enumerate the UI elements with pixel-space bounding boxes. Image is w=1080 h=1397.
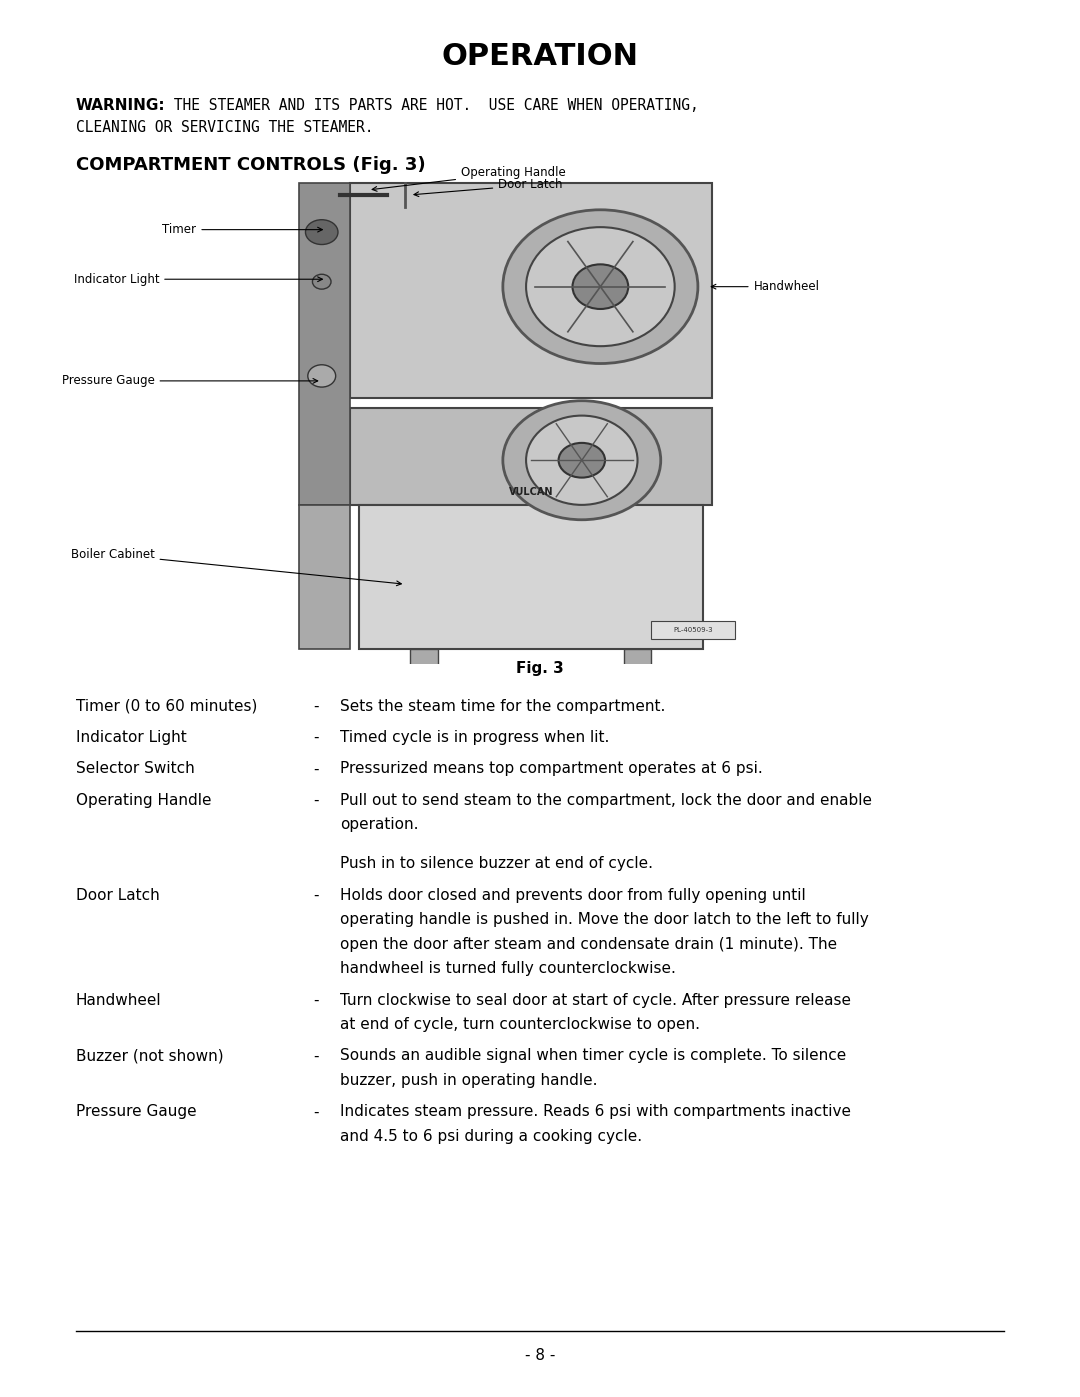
Text: PL-40509-3: PL-40509-3 <box>674 627 713 633</box>
Ellipse shape <box>526 416 637 504</box>
Text: -: - <box>313 793 319 807</box>
Text: OPERATION: OPERATION <box>442 42 638 71</box>
Ellipse shape <box>572 264 629 309</box>
Text: operation.: operation. <box>340 817 419 833</box>
Text: Pull out to send steam to the compartment, lock the door and enable: Pull out to send steam to the compartmen… <box>340 793 873 807</box>
Text: VULCAN: VULCAN <box>509 488 553 497</box>
Text: Door Latch: Door Latch <box>414 179 563 197</box>
Text: Operating Handle: Operating Handle <box>76 793 211 807</box>
Text: Timer (0 to 60 minutes): Timer (0 to 60 minutes) <box>76 698 257 714</box>
Text: and 4.5 to 6 psi during a cooking cycle.: and 4.5 to 6 psi during a cooking cycle. <box>340 1129 643 1144</box>
Text: open the door after steam and condensate drain (1 minute). The: open the door after steam and condensate… <box>340 937 837 951</box>
Text: Handwheel: Handwheel <box>76 993 161 1007</box>
Text: Timed cycle is in progress when lit.: Timed cycle is in progress when lit. <box>340 729 609 745</box>
Ellipse shape <box>312 274 332 289</box>
Bar <box>410 648 437 679</box>
Bar <box>359 504 702 648</box>
Text: -: - <box>313 1105 319 1119</box>
Text: Holds door closed and prevents door from fully opening until: Holds door closed and prevents door from… <box>340 888 806 902</box>
Text: -: - <box>313 993 319 1007</box>
Text: -: - <box>313 888 319 902</box>
Text: Sets the steam time for the compartment.: Sets the steam time for the compartment. <box>340 698 665 714</box>
Text: at end of cycle, turn counterclockwise to open.: at end of cycle, turn counterclockwise t… <box>340 1017 700 1032</box>
Bar <box>623 648 651 679</box>
Text: Handwheel: Handwheel <box>712 281 820 293</box>
Bar <box>350 408 712 504</box>
Text: operating handle is pushed in. Move the door latch to the left to fully: operating handle is pushed in. Move the … <box>340 912 869 928</box>
Text: Indicates steam pressure. Reads 6 psi with compartments inactive: Indicates steam pressure. Reads 6 psi wi… <box>340 1105 851 1119</box>
Text: Indicator Light: Indicator Light <box>73 272 322 286</box>
Text: Pressurized means top compartment operates at 6 psi.: Pressurized means top compartment operat… <box>340 761 762 777</box>
Text: Timer: Timer <box>162 224 322 236</box>
Text: Operating Handle: Operating Handle <box>373 166 566 191</box>
Text: Pressure Gauge: Pressure Gauge <box>76 1105 197 1119</box>
Bar <box>298 183 350 504</box>
Text: -: - <box>313 729 319 745</box>
Text: buzzer, push in operating handle.: buzzer, push in operating handle. <box>340 1073 597 1088</box>
Text: Push in to silence buzzer at end of cycle.: Push in to silence buzzer at end of cycl… <box>340 856 653 872</box>
Ellipse shape <box>526 228 675 346</box>
Text: -: - <box>313 698 319 714</box>
Text: Indicator Light: Indicator Light <box>76 729 187 745</box>
Text: Buzzer (not shown): Buzzer (not shown) <box>76 1049 224 1063</box>
Text: Turn clockwise to seal door at start of cycle. After pressure release: Turn clockwise to seal door at start of … <box>340 993 851 1007</box>
Text: COMPARTMENT CONTROLS (Fig. 3): COMPARTMENT CONTROLS (Fig. 3) <box>76 156 426 175</box>
Bar <box>651 622 735 638</box>
Text: WARNING:: WARNING: <box>76 98 165 113</box>
Text: Selector Switch: Selector Switch <box>76 761 194 777</box>
Text: -: - <box>313 1049 319 1063</box>
Text: - 8 -: - 8 - <box>525 1348 555 1363</box>
Ellipse shape <box>308 365 336 387</box>
Text: CLEANING OR SERVICING THE STEAMER.: CLEANING OR SERVICING THE STEAMER. <box>76 120 373 136</box>
Bar <box>350 183 712 398</box>
Ellipse shape <box>306 219 338 244</box>
Ellipse shape <box>503 210 698 363</box>
Ellipse shape <box>503 401 661 520</box>
Text: -: - <box>313 761 319 777</box>
Text: THE STEAMER AND ITS PARTS ARE HOT.  USE CARE WHEN OPERATING,: THE STEAMER AND ITS PARTS ARE HOT. USE C… <box>165 98 699 113</box>
Text: handwheel is turned fully counterclockwise.: handwheel is turned fully counterclockwi… <box>340 961 676 977</box>
Bar <box>298 504 350 648</box>
Ellipse shape <box>558 443 605 478</box>
Text: Boiler Cabinet: Boiler Cabinet <box>70 548 402 585</box>
Text: Sounds an audible signal when timer cycle is complete. To silence: Sounds an audible signal when timer cycl… <box>340 1049 847 1063</box>
Text: Pressure Gauge: Pressure Gauge <box>62 374 318 387</box>
Text: Fig. 3: Fig. 3 <box>516 661 564 676</box>
Text: Door Latch: Door Latch <box>76 888 160 902</box>
